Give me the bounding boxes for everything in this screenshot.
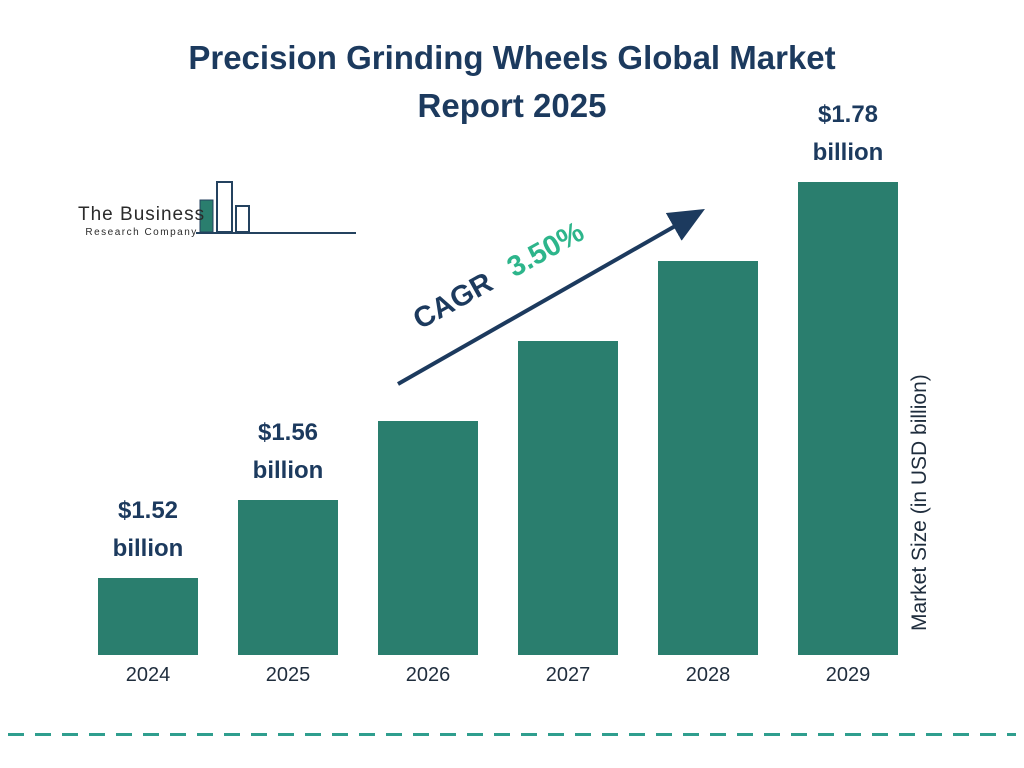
bar xyxy=(238,500,338,655)
chart-title: Precision Grinding Wheels Global Market … xyxy=(0,34,1024,130)
logo-text-line2: Research Company xyxy=(85,227,198,238)
bar-value-unit: billion xyxy=(812,139,884,166)
bar-chart: $1.52 billion 2024 $1.56 billion 2025 20… xyxy=(98,90,898,690)
x-axis-tick-label: 2025 xyxy=(265,664,311,686)
x-axis-tick-label: 2024 xyxy=(125,664,171,686)
bar-column-2024: $1.52 billion 2024 xyxy=(98,90,198,690)
x-axis-tick-label: 2028 xyxy=(685,664,731,686)
bar-column-2028: 2028 xyxy=(658,90,758,690)
bar-value-amount: $1.52 xyxy=(117,497,179,524)
bar-value-unit: billion xyxy=(252,457,324,484)
bar-value-amount: $1.56 xyxy=(257,419,319,446)
bar xyxy=(658,261,758,655)
bar-column-2025: $1.56 billion 2025 xyxy=(238,90,338,690)
bar xyxy=(378,421,478,655)
logo-bar-chart-icon xyxy=(196,181,356,234)
x-axis-tick-label: 2026 xyxy=(405,664,451,686)
company-logo: The Business Research Company xyxy=(78,178,356,250)
bar-column-2026: 2026 xyxy=(378,90,478,690)
bar-column-2029: $1.78 billion 2029 xyxy=(798,90,898,690)
bar-column-2027: 2027 xyxy=(518,90,618,690)
chart-title-line2: Report 2025 xyxy=(417,87,607,124)
bar xyxy=(98,578,198,655)
logo-text: The Business Research Company xyxy=(78,204,205,239)
logo-text-line1: The Business xyxy=(78,204,206,225)
x-axis-tick-label: 2029 xyxy=(825,664,871,686)
y-axis-label: Market Size (in USD billion) xyxy=(908,374,931,631)
bar-value-unit: billion xyxy=(112,535,184,562)
bar xyxy=(518,341,618,655)
bar-value-label: $1.56 billion xyxy=(253,414,324,490)
bar-value-label: $1.78 billion xyxy=(813,96,884,172)
bar-value-amount: $1.78 xyxy=(817,101,879,128)
bar xyxy=(798,182,898,655)
x-axis-tick-label: 2027 xyxy=(545,664,591,686)
bar-value-label: $1.52 billion xyxy=(113,492,184,568)
chart-title-line1: Precision Grinding Wheels Global Market xyxy=(188,39,836,76)
bottom-dashed-divider xyxy=(8,733,1016,736)
